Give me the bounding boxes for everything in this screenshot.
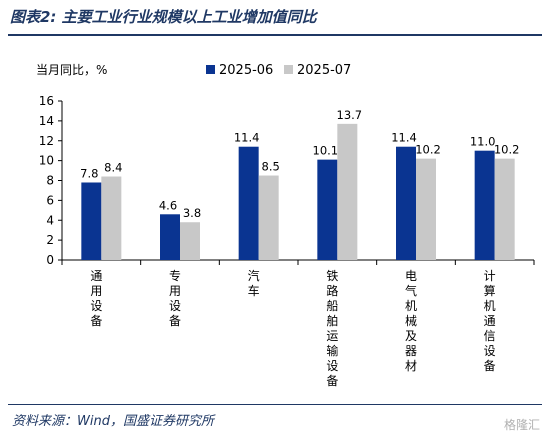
y-tick-label: 2 [46,233,54,247]
legend-label: 2025-07 [297,63,351,78]
bar [317,159,338,260]
bar [494,158,515,260]
category-char: 车 [248,283,260,298]
title-divider [8,34,542,36]
category-char: 通 [484,314,496,328]
category-char: 专 [169,268,181,283]
category-char: 汽 [248,268,260,283]
y-axis-label: 当月同比，% [36,63,107,77]
category-char: 及 [405,329,417,343]
data-label: 7.8 [80,166,98,180]
category-char: 备 [326,374,338,388]
data-label: 11.4 [234,131,260,145]
category-char: 计 [484,269,496,283]
category-char: 设 [484,344,496,358]
data-label: 4.6 [159,198,177,212]
data-label: 3.8 [183,206,201,220]
category-char: 用 [169,284,181,298]
y-axis: 0 2 4 6 8 10 12 14 16 [39,94,63,267]
category-char: 算 [484,283,496,298]
y-tick-label: 16 [39,94,54,108]
category-char: 路 [326,283,338,298]
category-char: 设 [326,359,338,373]
data-label: 10.2 [494,143,520,157]
bar [238,146,259,260]
bar [416,158,436,260]
bar-chart: 当月同比，% 2025-06 2025-07 0 2 4 6 8 10 12 14 16 7.8 8… [36,63,535,388]
bars [81,123,515,260]
bar [337,123,358,260]
legend-swatch [206,65,215,74]
data-label: 13.7 [337,108,363,122]
bar [160,214,180,260]
y-tick-label: 4 [46,213,54,227]
category-char: 材 [405,359,417,373]
category-char: 船 [326,299,338,313]
y-tick-label: 0 [46,253,54,267]
bar [101,176,122,260]
category-char: 气 [405,283,417,298]
category-char: 运 [326,329,338,343]
category-char: 电 [405,269,417,283]
category-label: 汽车 [248,268,260,298]
bar [180,222,200,260]
bar [258,175,279,260]
category-char: 备 [169,314,181,328]
legend-label: 2025-06 [219,63,273,78]
data-label: 11.0 [470,135,496,149]
y-tick-label: 8 [46,174,54,188]
category-char: 铁 [326,269,338,283]
y-tick-label: 10 [39,154,54,168]
category-char: 备 [90,314,102,328]
category-char: 通 [90,269,102,283]
category-char: 械 [405,313,417,328]
legend: 2025-06 2025-07 [206,63,351,78]
bar [474,150,495,260]
data-label: 10.1 [313,144,339,158]
source-note: 资料来源：Wind，国盛证券研究所 [12,414,214,429]
category-char: 机 [405,299,417,313]
data-label: 10.2 [415,143,441,157]
data-label: 8.5 [262,160,280,174]
category-char: 机 [484,299,496,313]
footer-divider [8,404,542,405]
bar [81,182,102,260]
data-label: 11.4 [391,131,417,145]
category-char: 备 [484,359,496,373]
category-char: 输 [326,343,338,358]
watermark-logo: 格隆汇 [503,418,540,432]
category-char: 用 [90,284,102,298]
figure-title: 图表2: 主要工业行业规模以上工业增加值同比 [10,8,317,26]
data-label: 8.4 [104,161,122,175]
y-tick-label: 14 [39,114,54,128]
x-axis [61,259,535,265]
category-char: 信 [484,329,496,343]
data-labels: 7.8 8.44.63.811.48.510.113.711.410.211.01… [80,108,519,220]
bar [396,146,416,260]
y-tick-label: 6 [46,193,54,207]
legend-swatch [284,65,293,74]
category-char: 设 [169,299,181,313]
category-char: 设 [90,299,102,313]
category-char: 器 [405,344,417,358]
y-tick-label: 12 [39,134,54,148]
category-char: 舶 [326,313,338,328]
